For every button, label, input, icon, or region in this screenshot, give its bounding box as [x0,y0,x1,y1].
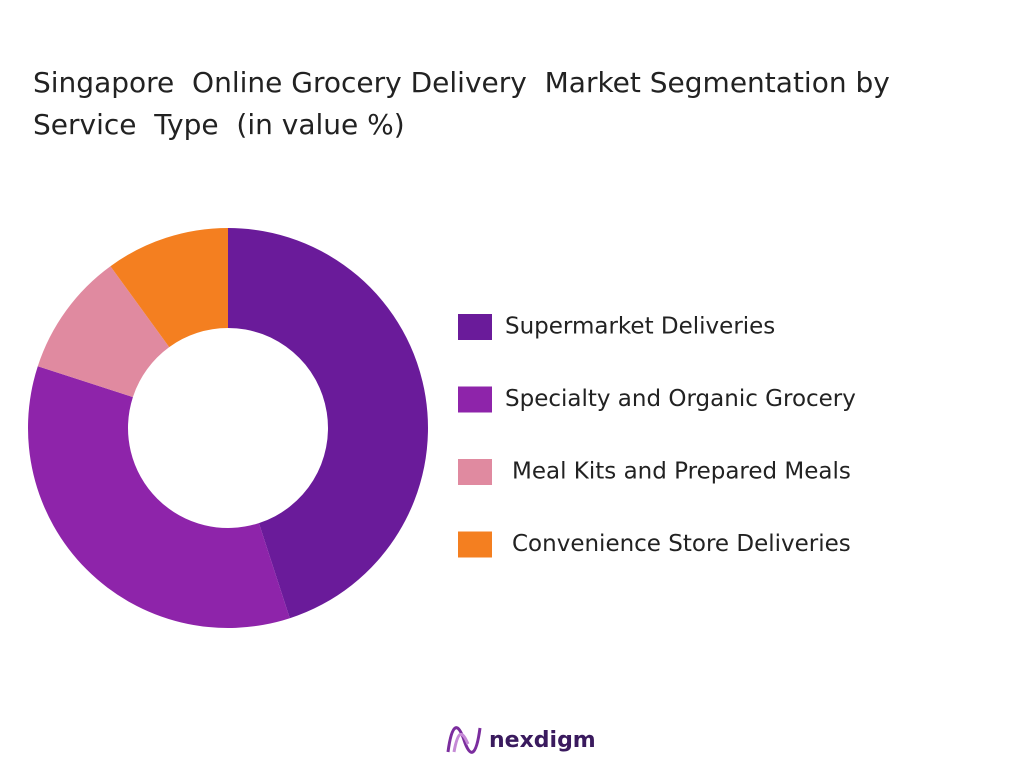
legend-swatch [458,459,492,485]
legend-swatch [458,386,492,413]
legend-swatch [458,314,492,340]
donut-slice [37,266,170,398]
legend-label: Meal Kits and Prepared Meals [512,459,851,485]
donut-slice [228,228,428,619]
legend-label: Specialty and Organic Grocery [505,386,856,412]
donut-slice [27,366,290,628]
logo-icon [446,726,482,754]
donut-slice [110,228,228,348]
logo-text: nexdigm [489,728,596,753]
chart-title: Singapore Online Grocery Delivery Market… [33,66,899,141]
legend-swatch [458,531,492,558]
legend-label: Supermarket Deliveries [505,314,775,340]
legend-label: Convenience Store Deliveries [512,531,851,557]
